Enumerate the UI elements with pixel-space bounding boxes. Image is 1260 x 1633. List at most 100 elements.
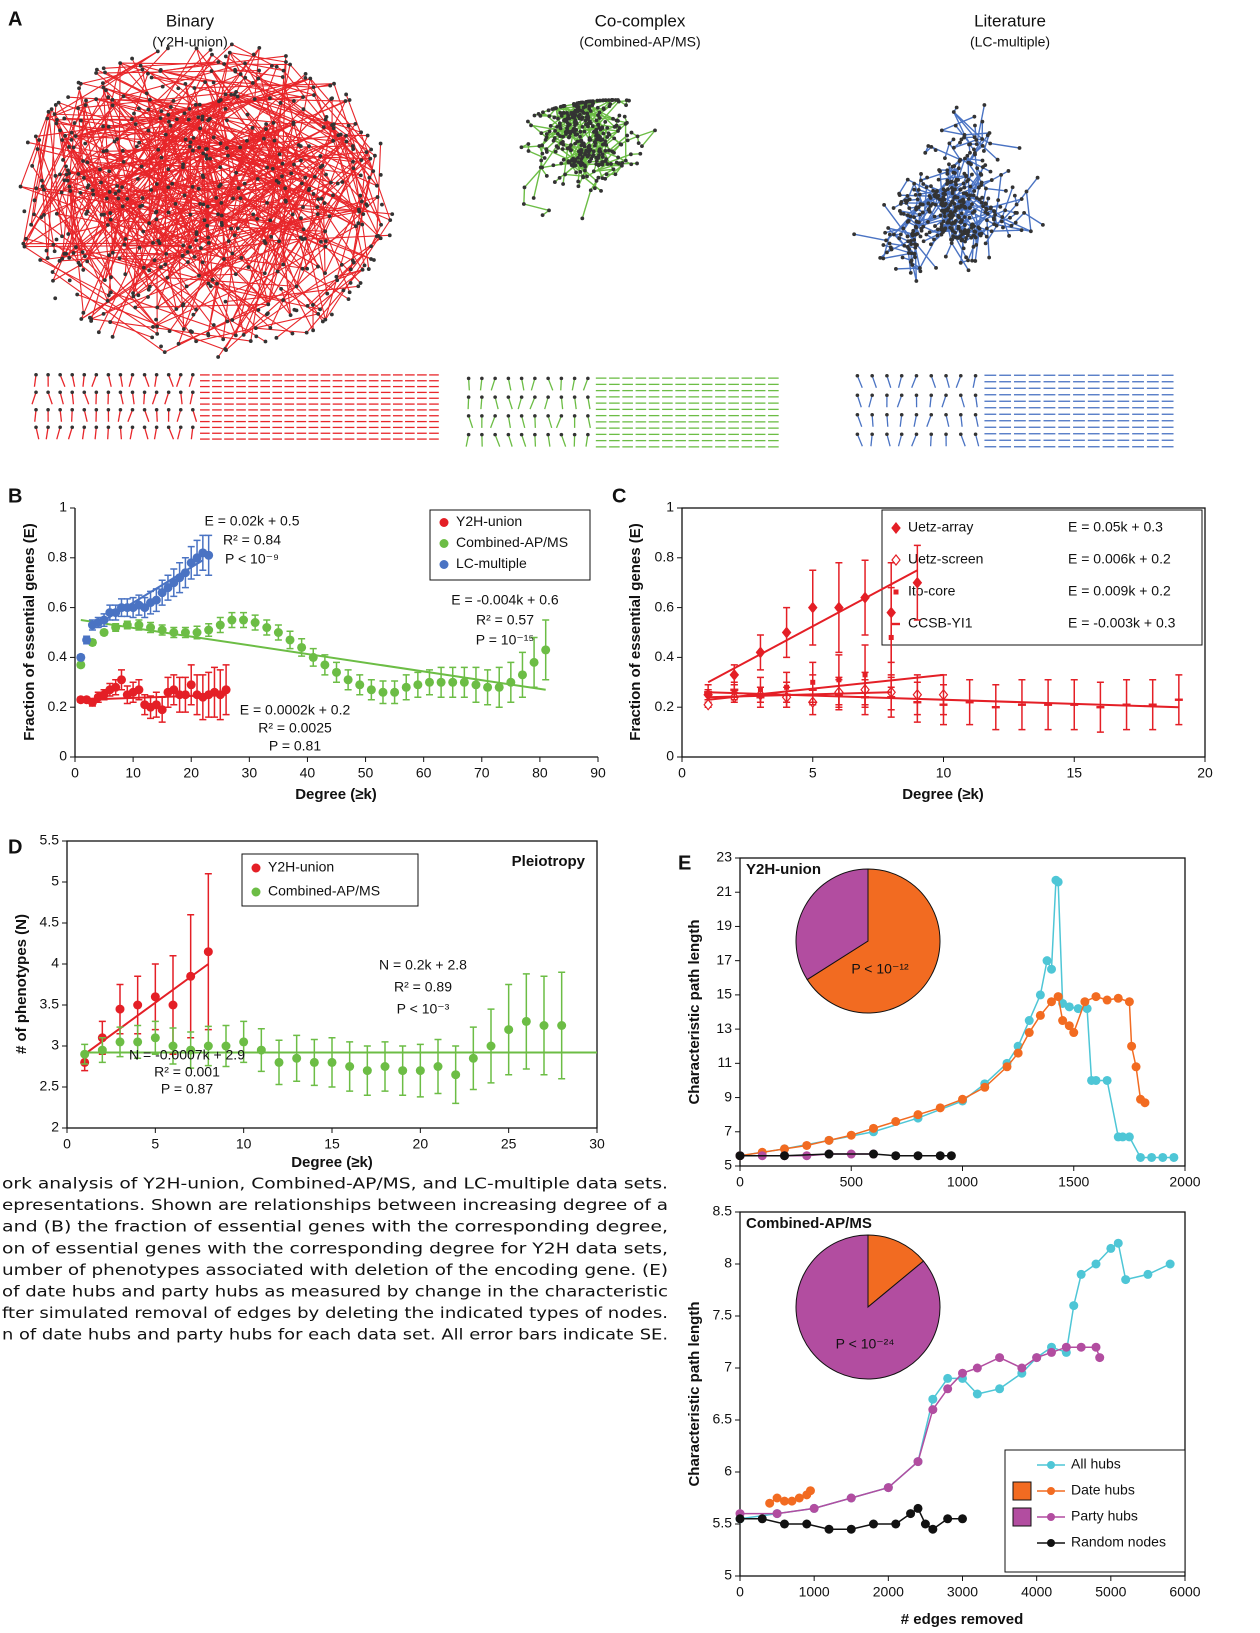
network-node	[594, 179, 599, 183]
point	[468, 1053, 478, 1063]
network-edge	[289, 64, 367, 153]
point	[345, 1062, 355, 1071]
network-title: Co-complex	[595, 11, 686, 30]
component-node	[480, 432, 484, 437]
network-node	[600, 125, 605, 130]
network-edge	[234, 94, 333, 126]
point	[808, 688, 817, 691]
network-edge	[30, 224, 158, 327]
x-tick-label: 0	[736, 1174, 744, 1190]
network-edge	[54, 113, 154, 244]
network-node	[595, 105, 600, 110]
network-edge	[265, 128, 310, 191]
network-node	[597, 126, 602, 130]
network-node	[612, 136, 617, 141]
component-edge	[517, 396, 523, 410]
component-edge	[31, 392, 37, 405]
pie-slice	[806, 868, 941, 1014]
network-edge	[309, 78, 372, 150]
network-edge	[148, 186, 194, 290]
component-edge	[870, 434, 873, 447]
network-node	[235, 94, 240, 99]
network-node	[351, 147, 356, 152]
network-title: Binary	[166, 11, 215, 30]
component-node	[466, 414, 471, 418]
point	[1073, 1004, 1083, 1014]
point	[1061, 1342, 1071, 1352]
network-node	[194, 307, 198, 312]
network-node	[24, 236, 28, 241]
component-node	[586, 376, 590, 381]
network-node	[968, 205, 972, 210]
point	[757, 1514, 767, 1524]
network-node	[958, 140, 962, 145]
network-edge	[220, 123, 335, 186]
network-node	[85, 209, 90, 214]
network-node	[981, 165, 985, 169]
network-edge	[175, 201, 287, 310]
network-node	[159, 155, 164, 160]
component-edge	[119, 374, 124, 387]
network-node	[933, 192, 937, 197]
network-edge	[581, 190, 592, 219]
x-tick-label: 2000	[873, 1584, 904, 1600]
component-node	[70, 407, 75, 412]
network-node	[909, 258, 914, 263]
y-tick-label: 3	[51, 1037, 59, 1053]
network-node	[994, 223, 999, 228]
network-node	[604, 172, 609, 177]
network-edge	[87, 161, 210, 244]
point	[1165, 1259, 1175, 1269]
x-tick-label: 30	[242, 765, 258, 781]
component-node	[944, 412, 948, 417]
component-edge	[176, 374, 182, 387]
annotation: R² = 0.89	[394, 979, 452, 995]
network-node	[586, 115, 591, 120]
network-node	[101, 124, 105, 129]
y-axis-label: Fraction of essential genes (E)	[21, 523, 38, 741]
network-node	[992, 217, 996, 222]
network-node	[188, 245, 193, 249]
point	[1017, 703, 1026, 706]
network-node	[970, 258, 975, 263]
network-node	[547, 129, 552, 134]
component-node	[466, 395, 471, 399]
network-nodes	[852, 103, 1045, 283]
network-node	[552, 136, 557, 140]
network-node	[983, 241, 988, 246]
network-edge	[30, 89, 107, 225]
network-node	[565, 128, 570, 133]
network-node	[567, 134, 572, 139]
network-edge	[112, 105, 143, 167]
component-node	[914, 373, 919, 378]
network-edge	[78, 88, 125, 245]
point	[935, 1103, 945, 1113]
network-node	[284, 54, 288, 58]
component-edge	[926, 414, 932, 427]
network-node	[907, 247, 912, 252]
component-edge	[856, 434, 863, 447]
component-node	[973, 412, 978, 417]
point	[1002, 1062, 1012, 1072]
network-node	[531, 196, 536, 200]
network-node	[597, 98, 602, 103]
panel-label: B	[8, 485, 22, 507]
network-node	[526, 119, 530, 124]
point	[157, 705, 167, 715]
network-node	[215, 281, 219, 286]
network-node	[54, 211, 59, 216]
network-node	[202, 218, 207, 223]
component-node	[118, 372, 123, 377]
network-node	[243, 75, 248, 80]
network-node	[328, 83, 333, 88]
network-node	[304, 330, 309, 335]
network-node	[227, 50, 232, 55]
network-node	[898, 232, 903, 237]
network-edge	[237, 96, 347, 143]
component-node	[506, 414, 511, 418]
component-edge	[47, 392, 53, 405]
point	[1047, 997, 1056, 1007]
component-node	[142, 407, 147, 412]
network-edge	[83, 99, 222, 179]
network-edge	[138, 142, 286, 189]
